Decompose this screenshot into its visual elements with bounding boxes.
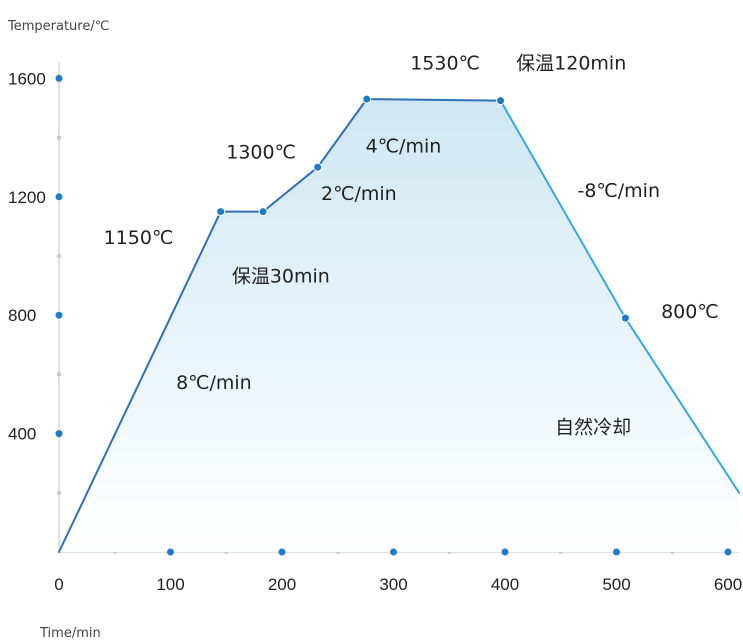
tick-markers — [55, 74, 732, 556]
series-segment — [624, 317, 741, 494]
y-tick-marker — [55, 74, 63, 82]
x-tick-label: 400 — [491, 575, 519, 594]
y-minor-dot — [57, 135, 61, 140]
y-tick-label: 400 — [8, 425, 36, 444]
series-segment — [262, 166, 319, 213]
x-tick-label: 600 — [714, 575, 742, 594]
annotation-cool: 自然冷却 — [555, 417, 631, 439]
annotation-rate8: 8℃/min — [176, 372, 252, 394]
series-segment — [58, 210, 222, 553]
data-point — [216, 207, 226, 217]
series-segment — [365, 98, 502, 102]
data-points — [216, 94, 630, 323]
x-tick-marker — [167, 548, 174, 556]
x-tick-label: 500 — [602, 575, 630, 594]
x-tick-label: 100 — [156, 575, 184, 594]
x-tick-label: 200 — [268, 575, 296, 594]
data-point — [362, 94, 372, 104]
y-minor-dot — [57, 254, 61, 258]
annotation-t1300: 1300℃ — [226, 141, 296, 163]
annotation-t1530: 1530℃ — [410, 53, 480, 75]
data-point — [313, 162, 323, 172]
annotation-t1150: 1150℃ — [104, 227, 174, 249]
data-point — [496, 96, 506, 106]
x-tick-marker — [613, 548, 620, 556]
y-tick-label: 1600 — [8, 69, 46, 88]
tick-labels: 0 100 200 300 400 500 600 400 800 1200 1600 — [8, 69, 742, 594]
x-tick-label: 300 — [379, 575, 407, 594]
series-line — [58, 98, 741, 553]
data-point — [258, 207, 268, 217]
y-tick-marker — [55, 193, 63, 201]
annotation-rate4: 4℃/min — [366, 135, 442, 157]
y-minor-dot — [57, 490, 61, 495]
annotations: 1150℃ 保温30min 8℃/min 1300℃ 2℃/min 4℃/min 1530℃… — [104, 53, 719, 439]
annotation-rate2: 2℃/min — [321, 183, 397, 205]
annotation-ratem8: -8℃/min — [577, 180, 660, 202]
x-tick-label: 0 — [54, 575, 63, 594]
x-tick-marker — [724, 548, 732, 556]
x-axis-title: Time/min — [39, 626, 101, 641]
y-tick-marker — [55, 311, 63, 319]
y-tick-marker — [55, 430, 63, 438]
annotation-t800: 800℃ — [661, 301, 719, 323]
y-minor-dot — [57, 372, 61, 377]
y-tick-label: 800 — [8, 306, 36, 325]
annotation-hold30: 保温30min — [232, 266, 330, 288]
y-axis-title: Temperature/℃ — [7, 19, 109, 34]
series-segment — [316, 98, 368, 169]
x-tick-marker — [390, 548, 397, 556]
x-tick-marker — [278, 548, 286, 556]
series-segment — [499, 99, 627, 320]
x-tick-marker — [501, 548, 509, 556]
annotation-hold120: 保温120min — [516, 53, 626, 75]
y-tick-label: 1200 — [8, 188, 46, 207]
data-point — [620, 313, 630, 323]
area-fill — [59, 99, 740, 553]
